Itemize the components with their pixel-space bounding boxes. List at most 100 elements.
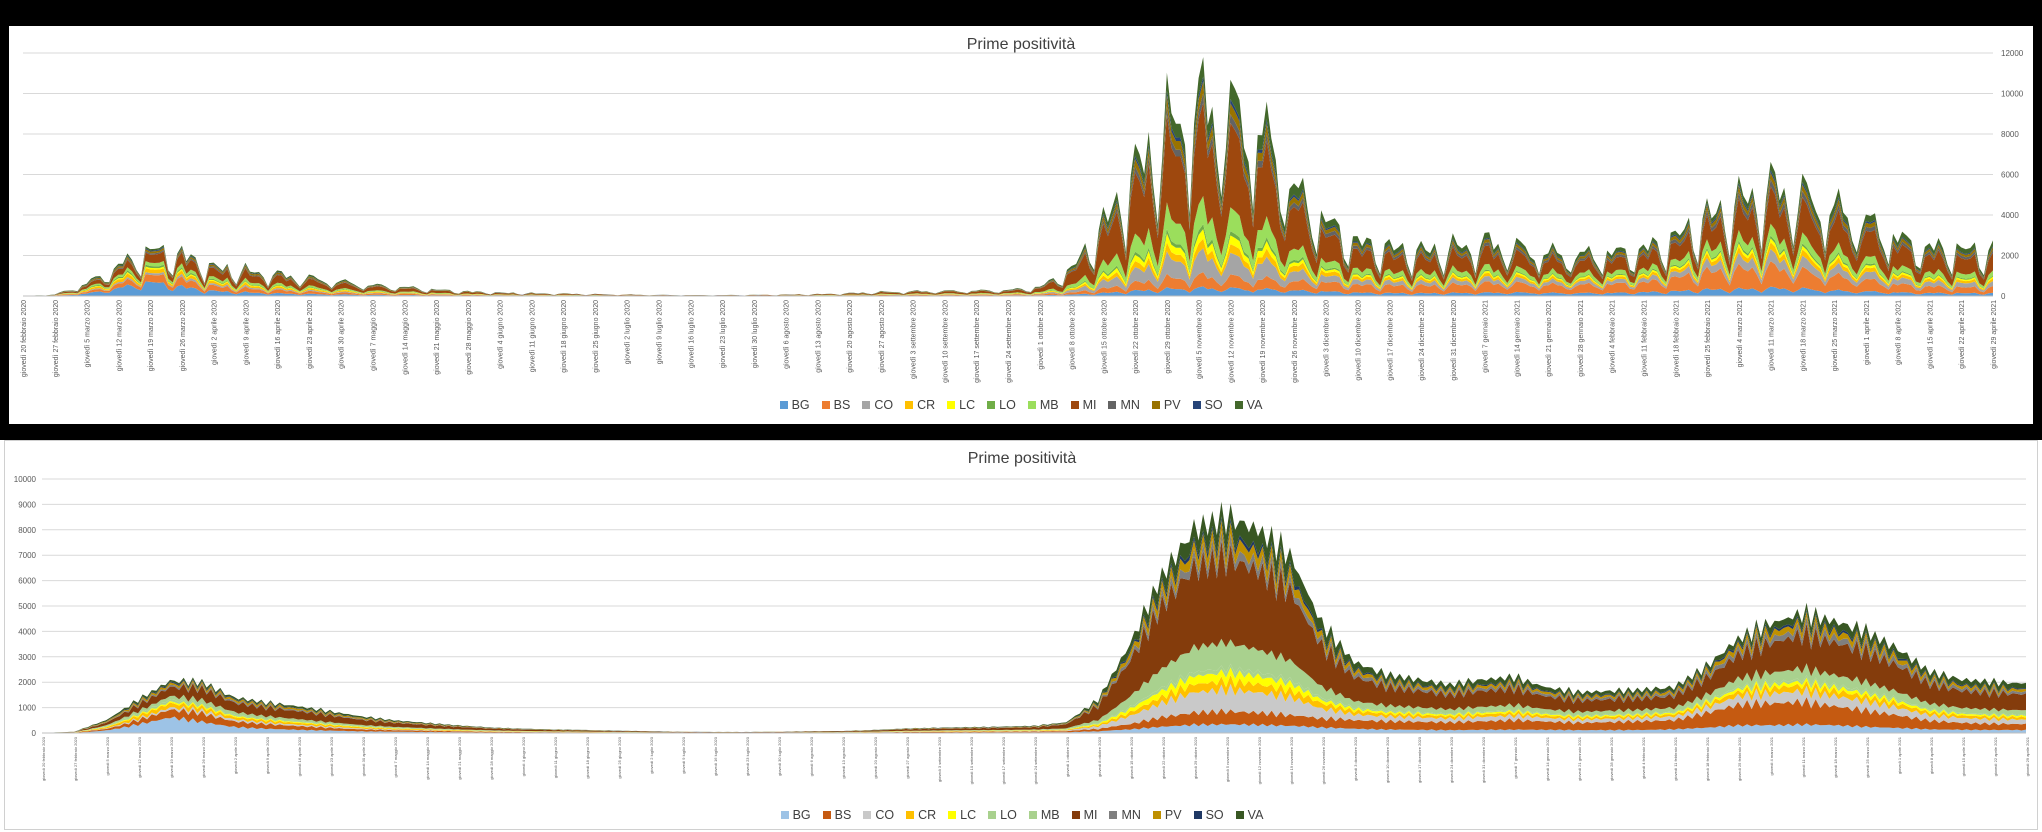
x-tick-label: giovedì 11 giugno 2020 (529, 300, 536, 372)
legend-item-bg: BG (779, 398, 810, 412)
legend-label: VA (1247, 808, 1264, 822)
y-tick-label: 7000 (18, 551, 36, 560)
x-tick-label: giovedì 4 marzo 2021 (1737, 300, 1744, 367)
area-series-bg (42, 716, 2026, 733)
y-tick-label: 4000 (2001, 211, 2019, 220)
x-tick-label: giovedì 21 maggio 2020 (457, 736, 462, 779)
legend-item-so: SO (1193, 808, 1224, 822)
x-tick-label: giovedì 9 aprile 2020 (265, 736, 270, 774)
x-tick-label: giovedì 19 marzo 2020 (169, 736, 174, 777)
legend-label: MB (1040, 808, 1060, 822)
x-tick-label: giovedì 18 giugno 2020 (561, 300, 568, 373)
x-tick-label: giovedì 28 maggio 2020 (466, 300, 473, 375)
top-chart-title: Prime positività (966, 36, 1076, 53)
x-tick-label: giovedì 11 febbraio 2021 (1642, 300, 1649, 377)
x-tick-label: giovedì 9 luglio 2020 (681, 736, 686, 773)
legend-item-lc: LC (947, 398, 975, 412)
x-tick-label: giovedì 12 novembre 2020 (1228, 300, 1235, 383)
legend-swatch (948, 811, 957, 819)
y-tick-label: 0 (2001, 292, 2006, 301)
x-tick-label: giovedì 10 dicembre 2020 (1385, 736, 1390, 783)
x-tick-label: giovedì 28 maggio 2020 (489, 736, 494, 779)
x-tick-label: giovedì 13 agosto 2020 (815, 300, 822, 373)
legend-swatch (947, 401, 956, 409)
legend-label: LC (960, 808, 977, 822)
x-tick-label: giovedì 29 aprile 2021 (2025, 736, 2030, 776)
x-tick-label: giovedì 29 ottobre 2020 (1193, 736, 1198, 779)
legend-item-cr: CR (905, 398, 935, 412)
x-tick-label: giovedì 30 luglio 2020 (752, 300, 759, 368)
x-tick-label: giovedì 25 giugno 2020 (593, 300, 600, 373)
x-tick-label: giovedì 13 agosto 2020 (841, 736, 846, 778)
x-tick-label: giovedì 25 marzo 2021 (1865, 736, 1870, 777)
x-tick-label: giovedì 6 agosto 2020 (809, 736, 814, 776)
legend-item-pv: PV (1152, 808, 1182, 822)
y-tick-label: 6000 (18, 577, 36, 586)
x-tick-label: giovedì 24 settembre 2020 (1033, 736, 1038, 784)
x-tick-label: giovedì 21 gennaio 2021 (1577, 736, 1582, 781)
x-tick-label: giovedì 18 giugno 2020 (585, 736, 590, 778)
legend-label: BG (792, 808, 811, 822)
legend-item-bg: BG (780, 808, 811, 822)
x-tick-label: giovedì 21 gennaio 2021 (1546, 300, 1553, 377)
x-tick-label: giovedì 8 ottobre 2020 (1097, 736, 1102, 777)
x-tick-label: giovedì 29 aprile 2021 (1991, 300, 1998, 369)
x-tick-label: giovedì 27 febbraio 2020 (73, 736, 78, 781)
x-tick-label: giovedì 26 marzo 2020 (180, 300, 187, 371)
x-tick-label: giovedì 7 maggio 2020 (371, 300, 378, 371)
x-tick-label: giovedì 8 aprile 2021 (1929, 736, 1934, 774)
x-tick-label: giovedì 1 aprile 2021 (1897, 736, 1902, 774)
y-tick-label: 8000 (18, 526, 36, 535)
legend-swatch (1193, 811, 1202, 819)
legend-label: CR (918, 808, 937, 822)
legend-item-bs: BS (822, 808, 851, 822)
bottom-chart-legend: BG BS CO CR LC LO MB MI MN PV SO VA (6, 808, 2038, 822)
x-tick-label: giovedì 14 maggio 2020 (402, 300, 409, 375)
x-tick-label: giovedì 14 maggio 2020 (425, 736, 430, 779)
area-series-mb (42, 638, 2026, 733)
x-tick-label: giovedì 11 marzo 2021 (1801, 736, 1806, 777)
legend-swatch (987, 401, 996, 409)
legend-swatch (821, 401, 830, 409)
x-tick-label: giovedì 20 agosto 2020 (873, 736, 878, 778)
x-tick-label: giovedì 18 febbraio 2021 (1705, 736, 1710, 781)
legend-item-bs: BS (821, 398, 850, 412)
x-tick-label: giovedì 2 aprile 2020 (212, 300, 219, 365)
x-tick-label: giovedì 19 novembre 2020 (1260, 300, 1267, 383)
legend-swatch (863, 811, 872, 819)
x-tick-label: giovedì 28 gennaio 2021 (1609, 736, 1614, 781)
legend-swatch (1108, 401, 1117, 409)
x-tick-label: giovedì 22 aprile 2021 (1993, 736, 1998, 776)
y-tick-label: 9000 (18, 500, 36, 509)
bottom-chart-title: Prime positività (967, 450, 1077, 467)
x-tick-label: giovedì 16 aprile 2020 (275, 300, 282, 369)
legend-item-co: CO (862, 398, 893, 412)
x-tick-label: giovedì 14 gennaio 2021 (1514, 300, 1521, 377)
y-tick-label: 6000 (2001, 171, 2019, 180)
x-tick-label: giovedì 7 gennaio 2021 (1513, 736, 1518, 778)
x-tick-label: giovedì 12 novembre 2020 (1257, 736, 1262, 784)
x-tick-label: giovedì 17 dicembre 2020 (1417, 736, 1422, 783)
x-tick-label: giovedì 8 aprile 2021 (1896, 300, 1903, 365)
legend-label: SO (1204, 398, 1223, 412)
legend-label: MN (1121, 808, 1141, 822)
legend-item-lc: LC (948, 808, 976, 822)
x-tick-label: giovedì 12 marzo 2020 (116, 300, 123, 371)
x-tick-label: giovedì 2 luglio 2020 (649, 736, 654, 773)
x-tick-label: giovedì 21 maggio 2020 (434, 300, 441, 375)
legend-item-va: VA (1234, 398, 1262, 412)
x-tick-label: giovedì 4 febbraio 2021 (1641, 736, 1646, 779)
top-chart-plot: 0 2000 4000 6000 8000 10000 12000 giovedì 20 fe… (21, 49, 2024, 383)
legend-label: MB (1039, 398, 1059, 412)
x-tick-label: giovedì 2 aprile 2020 (233, 736, 238, 774)
legend-swatch (1192, 401, 1201, 409)
top-chart-legend: BG BS CO CR LC LO MB MI MN PV SO VA (9, 398, 2033, 412)
bottom-chart-plot: 0 1000 2000 3000 4000 5000 6000 7000 8000 9000 100… (14, 475, 2030, 784)
x-tick-label: giovedì 3 settembre 2020 (911, 300, 918, 379)
legend-label: CO (875, 808, 895, 822)
x-tick-label: giovedì 22 aprile 2021 (1959, 300, 1966, 369)
x-tick-label: giovedì 23 aprile 2020 (329, 736, 334, 776)
x-tick-label: giovedì 9 aprile 2020 (243, 300, 250, 365)
x-tick-label: giovedì 18 marzo 2021 (1833, 736, 1838, 777)
legend-item-so: SO (1192, 398, 1223, 412)
